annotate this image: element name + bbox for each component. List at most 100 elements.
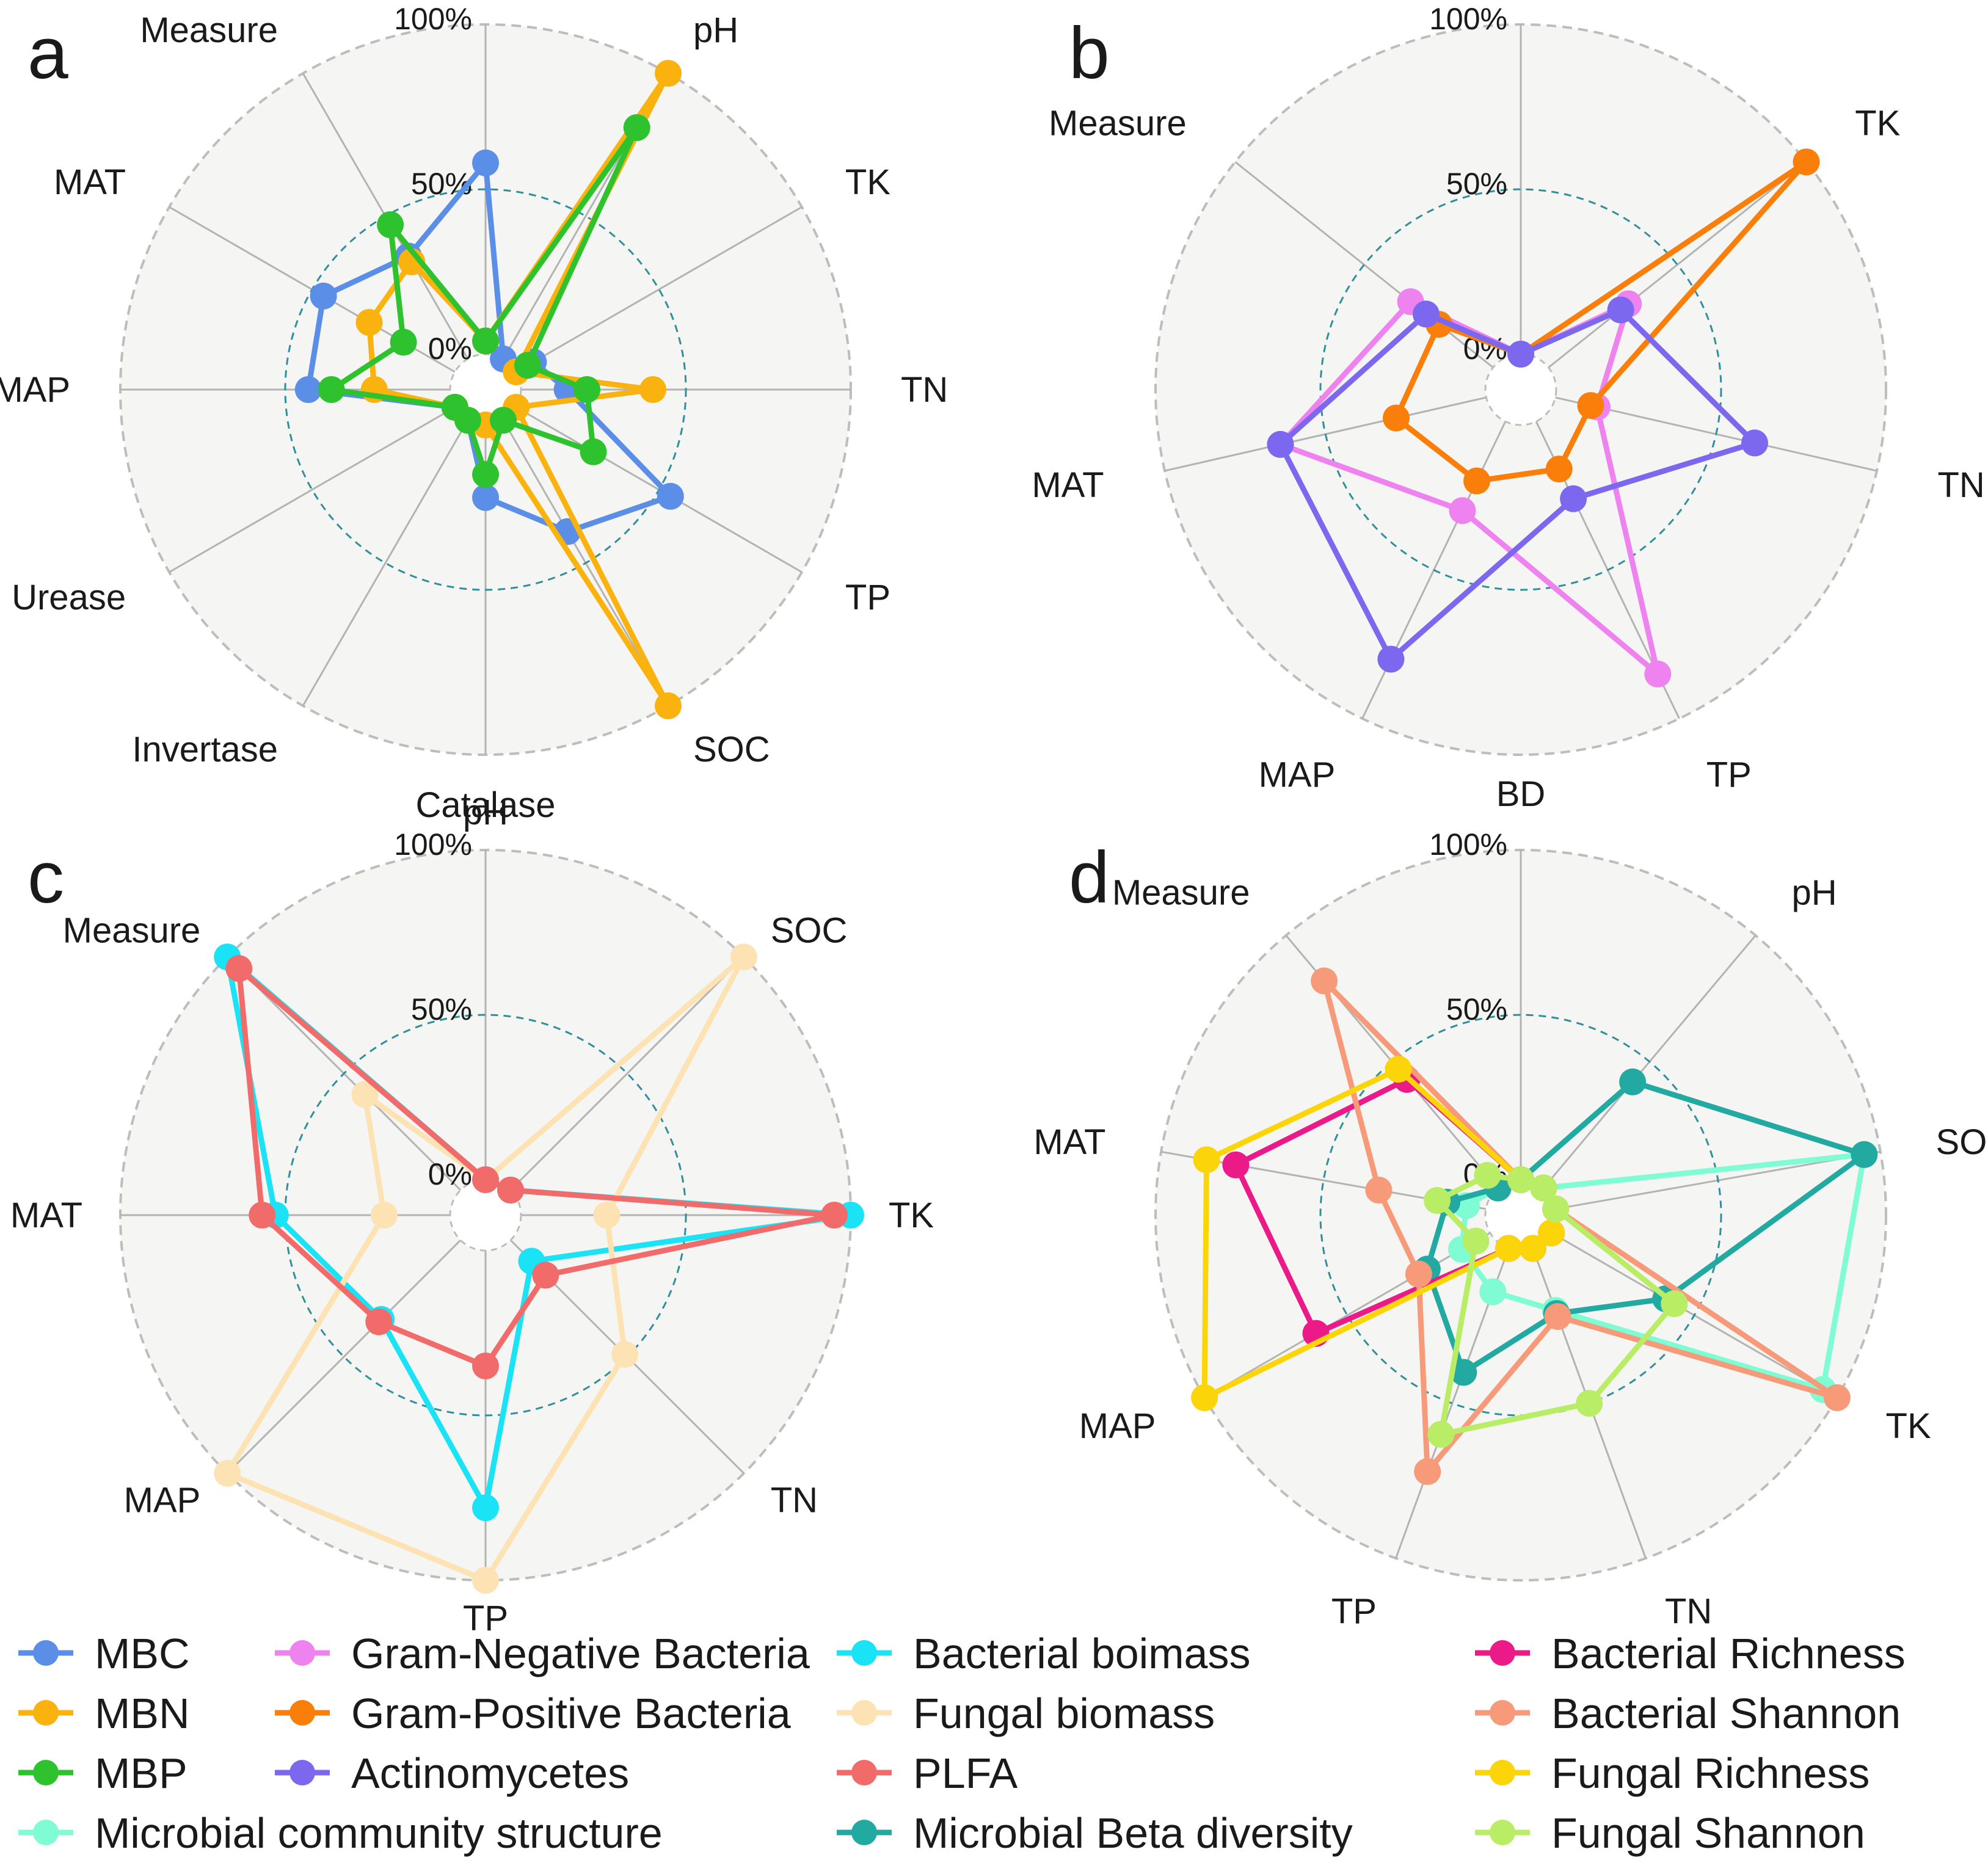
legend-label: MBN (95, 1690, 190, 1737)
legend-label: Fungal Richness (1551, 1749, 1870, 1797)
legend-marker (289, 1760, 315, 1785)
legend-item-microbial-community-structure: Microbial community structure (18, 1809, 663, 1857)
point-fungal-biomass-measure (351, 1081, 379, 1108)
series-mbp (318, 114, 650, 488)
point-bacterial-shannon-tk (1823, 1384, 1851, 1411)
axis-label-soc: SOC (1936, 1122, 1988, 1162)
point-fungal-richness-map (1191, 1384, 1218, 1411)
point-gram-negative-bacteria-map (1449, 497, 1476, 525)
point-fungal-shannon-soc (1542, 1195, 1570, 1222)
point-mbc-catalase (472, 484, 499, 511)
axis-label-mat: MAT (54, 162, 126, 202)
scale-label-0: 0% (428, 332, 472, 366)
point-fungal-biomass-tp (472, 1567, 499, 1594)
point-mbn-tn (639, 376, 666, 403)
point-mbp-tp (580, 438, 607, 465)
point-actinomycetes-tk (1607, 296, 1634, 324)
point-fungal-richness-tn (1519, 1235, 1546, 1262)
axis-label-measure: Measure (140, 10, 278, 50)
axis-label-map: MAP (1259, 755, 1336, 795)
radar-spoke (1548, 161, 1807, 369)
legend-item-gram-negative-bacteria: Gram-Negative Bacteria (275, 1630, 810, 1677)
panel-b: 0%50%100%SOCTKTNTPMAPMATMeasureb (1032, 2, 1984, 795)
legend-marker (33, 1760, 59, 1785)
point-fungal-richness-mat (1193, 1146, 1220, 1174)
point-microbial-beta-diversity-tp (1450, 1359, 1477, 1386)
point-bacterial-shannon-tp (1414, 1458, 1441, 1485)
axis-label-tp: TP (463, 1599, 508, 1638)
point-fungal-shannon-mat (1424, 1186, 1451, 1214)
point-actinomycetes-map (1377, 645, 1405, 673)
point-mbp-tn (573, 376, 600, 403)
series-actinomycetes (1267, 296, 1768, 673)
point-fungal-biomass-map (214, 1459, 241, 1487)
axis-label-tk: TK (1855, 104, 1900, 143)
radar-spoke (509, 956, 745, 1191)
point-microbial-beta-diversity-soc (1851, 1141, 1878, 1168)
radar-spoke (1204, 1232, 1491, 1399)
legend-label: Microbial community structure (95, 1809, 663, 1857)
legend-marker (33, 1820, 59, 1845)
axis-label-tn: TN (901, 370, 948, 410)
legend-marker (33, 1640, 59, 1666)
scale-label-2: 100% (394, 2, 472, 36)
legend-item-gram-positive-bacteria: Gram-Positive Bacteria (275, 1690, 791, 1737)
point-gram-positive-bacteria-tp (1545, 456, 1573, 483)
point-mbp-ph (623, 114, 650, 141)
axis-label-mat: MAT (1032, 465, 1104, 505)
legend-label: Gram-Positive Bacteria (351, 1690, 791, 1737)
point-plfa-soc (497, 1177, 524, 1204)
panel-letter-b: b (1069, 12, 1110, 94)
point-mbn-ph (655, 60, 682, 87)
scale-label-1: 50% (1446, 992, 1507, 1026)
point-plfa-measure (225, 955, 253, 982)
point-plfa-tp (472, 1353, 499, 1379)
radar-mid-ring (1319, 188, 1722, 591)
point-actinomycetes-soc (1507, 341, 1534, 368)
point-actinomycetes-measure (1412, 300, 1440, 328)
point-mbp-tk (514, 352, 541, 379)
axis-label-invertase: Invertase (132, 730, 278, 769)
legend-item-bacterial-richness: Bacterial Richness (1475, 1630, 1906, 1677)
legend-label: MBP (95, 1749, 188, 1797)
point-bacterial-richness-mat (1222, 1151, 1250, 1179)
legend-label: Actinomycetes (351, 1749, 629, 1797)
point-fungal-shannon-measure (1474, 1161, 1501, 1189)
axis-label-map: MAP (1079, 1406, 1156, 1446)
axis-label-measure: Measure (1049, 104, 1187, 143)
point-microbial-beta-diversity-ph (1619, 1068, 1647, 1095)
point-fungal-richness-tp (1495, 1235, 1523, 1262)
series-fungal-shannon (1424, 1161, 1688, 1448)
legend-marker (33, 1700, 59, 1726)
legend-label: Fungal biomass (913, 1690, 1215, 1737)
axis-label-map: MAP (0, 370, 70, 410)
scale-label-1: 50% (411, 167, 472, 201)
point-plfa-ph (472, 1166, 499, 1193)
panel-d: 0%50%100%BDpHSOCTKTNTPMAPMATMeasured (1033, 774, 1988, 1631)
legend-item-actinomycetes: Actinomycetes (275, 1749, 629, 1797)
radar-spoke (169, 406, 456, 573)
panel-letter-a: a (27, 12, 68, 94)
axis-label-ph: pH (693, 10, 738, 50)
axis-label-soc: SOC (693, 730, 770, 769)
legend-label: Bacterial boimass (913, 1630, 1250, 1677)
point-mbc-map (294, 376, 322, 403)
legend-item-bacterial-shannon: Bacterial Shannon (1475, 1690, 1901, 1737)
axis-label-tp: TP (1706, 755, 1752, 795)
radar-spoke (227, 1239, 462, 1474)
legend-marker (1490, 1760, 1515, 1785)
point-fungal-richness-tk (1538, 1219, 1565, 1246)
point-fungal-shannon-map (1462, 1227, 1490, 1255)
axis-label-tn: TN (1937, 465, 1984, 505)
legend-item-mbp: MBP (18, 1749, 188, 1797)
legend-item-fungal-richness: Fungal Richness (1475, 1749, 1870, 1797)
legend-marker (289, 1700, 315, 1726)
axis-label-mat: MAT (10, 1196, 82, 1235)
point-fungal-biomass-tk (593, 1202, 621, 1229)
point-fungal-shannon-tp (1427, 1421, 1455, 1448)
axis-label-tp: TP (845, 578, 890, 617)
axis-label-tk: TK (845, 162, 890, 202)
point-mbp-measure (377, 211, 404, 238)
